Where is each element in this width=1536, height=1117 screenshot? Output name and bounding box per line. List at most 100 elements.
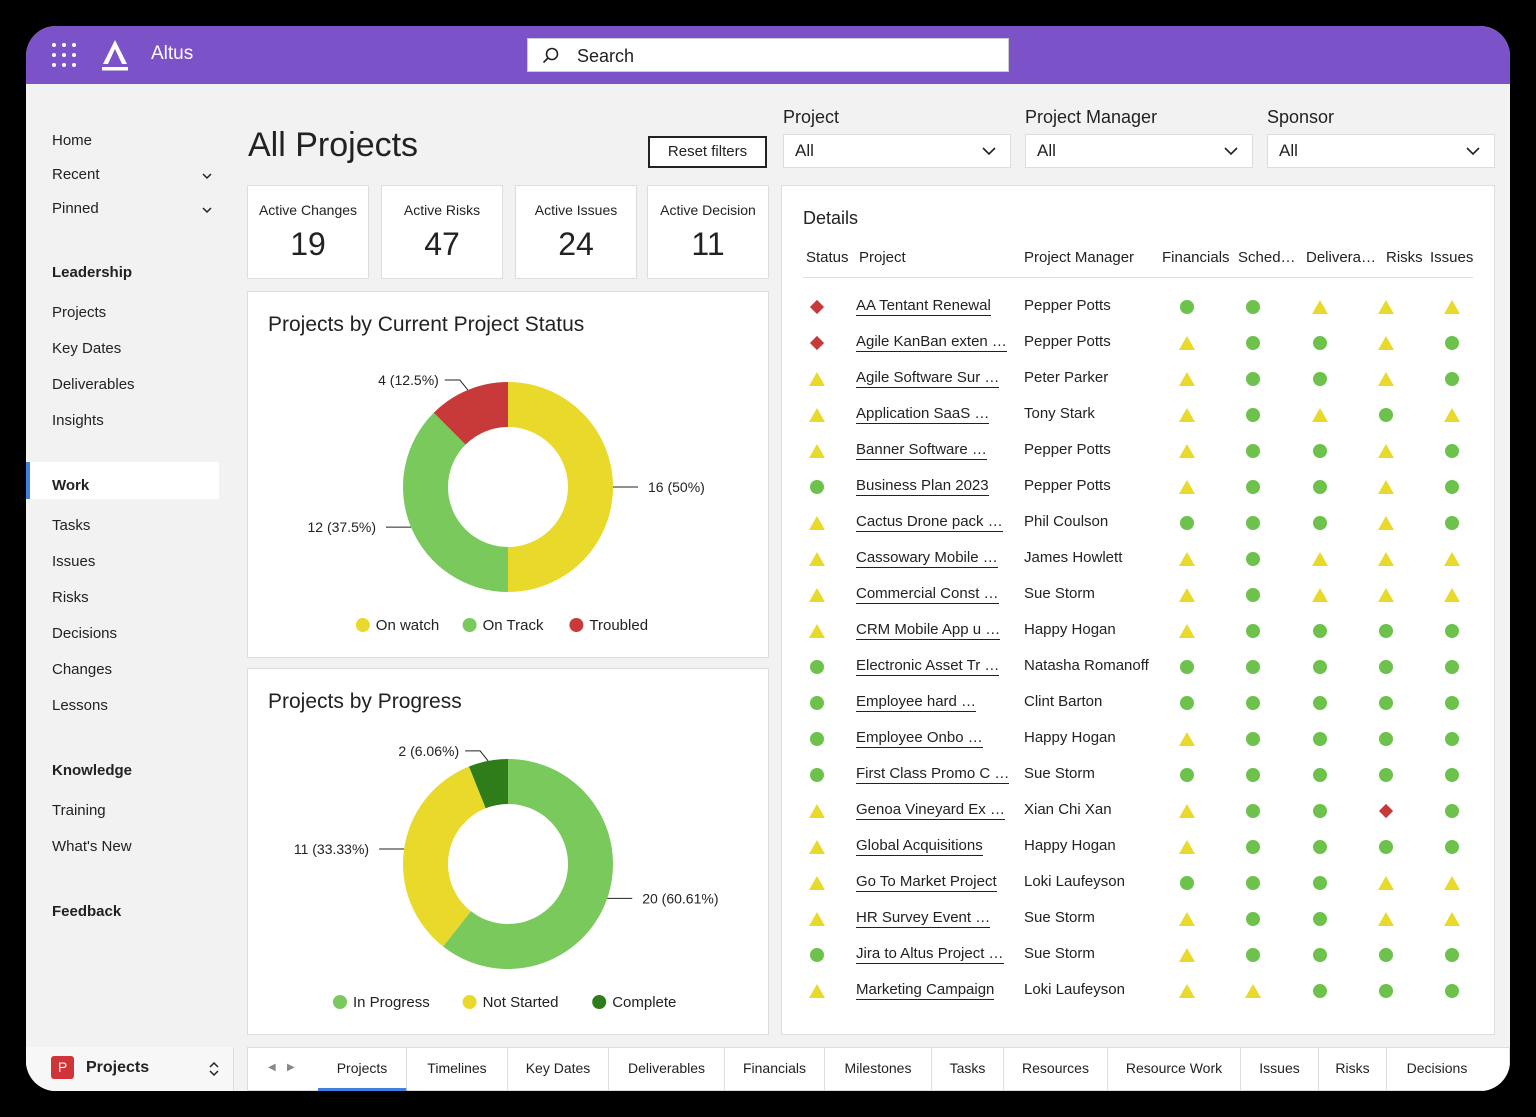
tab-timelines[interactable]: Timelines <box>407 1048 508 1091</box>
table-row[interactable]: AA Tentant Renewal Pepper Potts <box>782 297 1496 333</box>
tab-key-dates[interactable]: Key Dates <box>508 1048 609 1091</box>
tab-scroll-left-icon[interactable]: ◀ <box>268 1062 276 1073</box>
project-link[interactable]: Employee Onbo … <box>856 729 983 748</box>
project-link[interactable]: Commercial Const … <box>856 585 999 604</box>
project-link[interactable]: Go To Market Project <box>856 873 997 892</box>
project-link[interactable]: Electronic Asset Tr … <box>856 657 1000 676</box>
recent-chevron-down-icon[interactable] <box>202 171 212 181</box>
project-link[interactable]: AA Tentant Renewal <box>856 297 991 316</box>
sidebar-item-whats-new[interactable]: What's New <box>52 838 132 855</box>
table-row[interactable]: HR Survey Event … Sue Storm <box>782 909 1496 945</box>
table-row[interactable]: Employee Onbo … Happy Hogan <box>782 729 1496 765</box>
table-row[interactable]: Agile KanBan exten … Pepper Potts <box>782 333 1496 369</box>
project-link[interactable]: Marketing Campaign <box>856 981 995 1000</box>
project-link[interactable]: Genoa Vineyard Ex … <box>856 801 1005 820</box>
project-selector[interactable]: P Projects <box>26 1047 234 1091</box>
sidebar-item-projects[interactable]: Projects <box>52 304 107 321</box>
col-header-financials[interactable]: Financials <box>1162 249 1230 266</box>
project-link[interactable]: Agile KanBan exten … <box>856 333 1007 352</box>
table-row[interactable]: CRM Mobile App u … Happy Hogan <box>782 621 1496 657</box>
sidebar-item-pinned[interactable]: Pinned <box>52 200 99 217</box>
donut-slice-not-started[interactable] <box>403 766 486 947</box>
filter-pm-select[interactable]: All <box>1025 134 1253 168</box>
table-row[interactable]: First Class Promo C … Sue Storm <box>782 765 1496 801</box>
project-link[interactable]: First Class Promo C … <box>856 765 1010 784</box>
tab-risks[interactable]: Risks <box>1319 1048 1387 1091</box>
table-row[interactable]: Marketing Campaign Loki Laufeyson <box>782 981 1496 1017</box>
reset-filters-button[interactable]: Reset filters <box>648 136 767 168</box>
tab-financials[interactable]: Financials <box>725 1048 825 1091</box>
sidebar-item-risks[interactable]: Risks <box>52 589 89 606</box>
legend-label[interactable]: On watch <box>376 617 439 634</box>
sidebar-item-home[interactable]: Home <box>52 132 93 149</box>
tab-scroll-right-icon[interactable]: ▶ <box>287 1062 295 1073</box>
col-header-issues[interactable]: Issues <box>1430 249 1474 266</box>
legend-label[interactable]: Complete <box>612 994 676 1011</box>
tab-resource-work[interactable]: Resource Work <box>1108 1048 1241 1091</box>
donut-slice-in-progress[interactable] <box>443 759 613 969</box>
table-row[interactable]: Employee hard … Clint Barton <box>782 693 1496 729</box>
filter-project-select[interactable]: All <box>783 134 1011 168</box>
project-link[interactable]: CRM Mobile App u … <box>856 621 1001 640</box>
project-link[interactable]: HR Survey Event … <box>856 909 991 928</box>
table-row[interactable]: Banner Software … Pepper Potts <box>782 441 1496 477</box>
legend-label[interactable]: In Progress <box>353 994 430 1011</box>
sidebar-item-issues[interactable]: Issues <box>52 553 96 570</box>
col-header-risks[interactable]: Risks <box>1386 249 1423 266</box>
donut-slice-troubled[interactable] <box>433 382 508 445</box>
tab-milestones[interactable]: Milestones <box>825 1048 932 1091</box>
table-row[interactable]: Electronic Asset Tr … Natasha Romanoff <box>782 657 1496 693</box>
sidebar-item-deliverables[interactable]: Deliverables <box>52 376 135 393</box>
table-row[interactable]: Cactus Drone pack … Phil Coulson <box>782 513 1496 549</box>
tab-deliverables[interactable]: Deliverables <box>609 1048 725 1091</box>
table-row[interactable]: Go To Market Project Loki Laufeyson <box>782 873 1496 909</box>
search-input[interactable]: Search <box>527 38 1009 72</box>
table-row[interactable]: Commercial Const … Sue Storm <box>782 585 1496 621</box>
tab-resources[interactable]: Resources <box>1004 1048 1108 1091</box>
kpi-card-active-issues[interactable]: Active Issues 24 <box>515 185 637 279</box>
table-row[interactable]: Business Plan 2023 Pepper Potts <box>782 477 1496 513</box>
kpi-card-active-changes[interactable]: Active Changes 19 <box>247 185 369 279</box>
sidebar-item-feedback[interactable]: Feedback <box>52 903 122 920</box>
donut-slice-complete[interactable] <box>468 759 508 809</box>
sidebar-item-tasks[interactable]: Tasks <box>52 517 91 534</box>
tab-issues[interactable]: Issues <box>1241 1048 1319 1091</box>
project-link[interactable]: Global Acquisitions <box>856 837 983 856</box>
sidebar-item-lessons[interactable]: Lessons <box>52 697 108 714</box>
tab-tasks[interactable]: Tasks <box>932 1048 1004 1091</box>
legend-label[interactable]: Troubled <box>589 617 648 634</box>
col-header-status[interactable]: Status <box>806 249 849 266</box>
col-header-schedule[interactable]: Sched… <box>1238 249 1296 266</box>
project-link[interactable]: Cactus Drone pack … <box>856 513 1003 532</box>
sidebar-item-recent[interactable]: Recent <box>52 166 100 183</box>
table-row[interactable]: Genoa Vineyard Ex … Xian Chi Xan <box>782 801 1496 837</box>
project-link[interactable]: Banner Software … <box>856 441 987 460</box>
table-row[interactable]: Jira to Altus Project … Sue Storm <box>782 945 1496 981</box>
tab-projects[interactable]: Projects <box>318 1048 407 1091</box>
filter-sponsor-select[interactable]: All <box>1267 134 1495 168</box>
project-link[interactable]: Employee hard … <box>856 693 977 712</box>
sidebar-item-key-dates[interactable]: Key Dates <box>52 340 122 357</box>
col-header-deliverables[interactable]: Delivera… <box>1306 249 1377 266</box>
sidebar-item-training[interactable]: Training <box>52 802 106 819</box>
project-link[interactable]: Agile Software Sur … <box>856 369 1000 388</box>
project-link[interactable]: Application SaaS … <box>856 405 990 424</box>
table-row[interactable]: Application SaaS … Tony Stark <box>782 405 1496 441</box>
donut-slice-on-track[interactable] <box>403 412 508 592</box>
pinned-chevron-down-icon[interactable] <box>202 205 212 215</box>
col-header-project-manager[interactable]: Project Manager <box>1024 249 1135 266</box>
app-launcher-icon[interactable] <box>52 43 76 67</box>
project-link[interactable]: Jira to Altus Project … <box>856 945 1004 964</box>
project-link[interactable]: Cassowary Mobile … <box>856 549 998 568</box>
tab-decisions[interactable]: Decisions <box>1406 1060 1468 1076</box>
kpi-card-active-decision[interactable]: Active Decision 11 <box>647 185 769 279</box>
sidebar-item-decisions[interactable]: Decisions <box>52 625 118 642</box>
donut-slice-on-watch[interactable] <box>508 382 613 592</box>
table-row[interactable]: Cassowary Mobile … James Howlett <box>782 549 1496 585</box>
sidebar-item-insights[interactable]: Insights <box>52 412 104 429</box>
table-row[interactable]: Agile Software Sur … Peter Parker <box>782 369 1496 405</box>
project-link[interactable]: Business Plan 2023 <box>856 477 989 496</box>
kpi-card-active-risks[interactable]: Active Risks 47 <box>381 185 503 279</box>
legend-label[interactable]: Not Started <box>483 994 559 1011</box>
legend-label[interactable]: On Track <box>483 617 544 634</box>
